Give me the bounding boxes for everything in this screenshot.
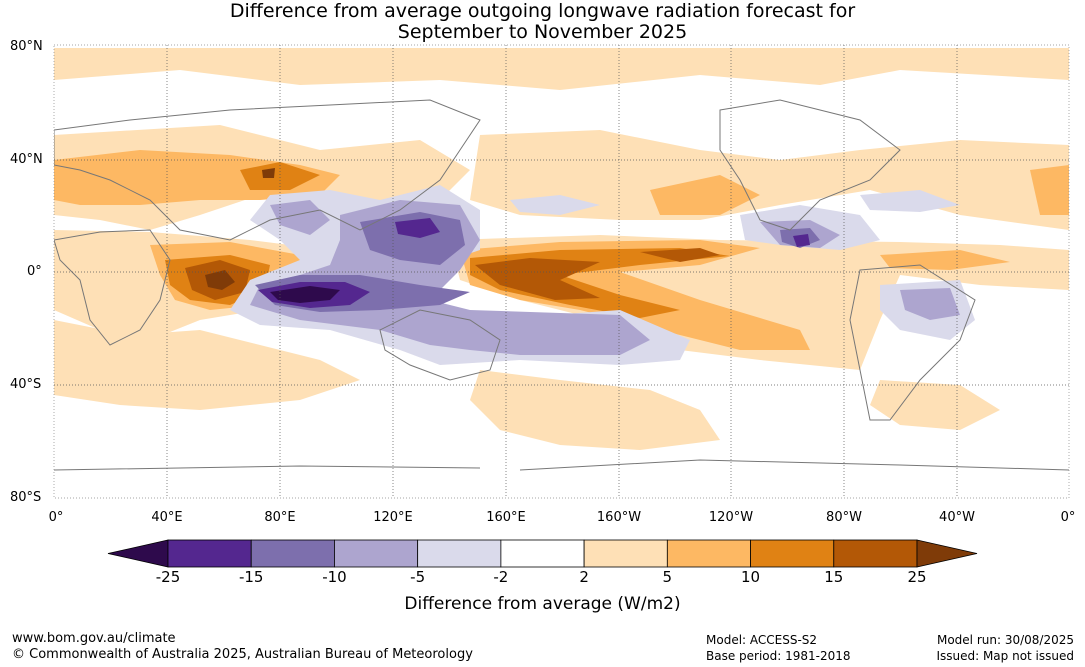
map-title-line2: September to November 2025 [397, 21, 688, 43]
coastlines [54, 99, 1069, 471]
colorbar-tick-label: 15 [824, 568, 844, 586]
colorbar-tick-label: 10 [741, 568, 761, 586]
colorbar-tick-label: -25 [155, 568, 181, 586]
footer-base-period: Base period: 1981-2018 [706, 649, 851, 663]
lat-label-80n: 80°N [10, 39, 43, 54]
colorbar-segment [833, 539, 918, 568]
graticule [54, 45, 1069, 498]
lon-label-160e: 160°E [486, 510, 526, 525]
colorbar-segment [250, 539, 335, 568]
colorbar-arrow-left [107, 539, 169, 568]
colorbar-segment [167, 539, 252, 568]
lon-label-120e: 120°E [373, 510, 413, 525]
footer-model: Model: ACCESS-S2 [706, 633, 818, 647]
lon-label-0-left: 0° [48, 510, 64, 525]
colorbar-segment [417, 539, 502, 568]
lat-label-40s: 40°S [10, 377, 42, 392]
colorbar-tick-label: -2 [493, 568, 509, 586]
lat-label-40n: 40°N [10, 152, 43, 167]
colorbar-tick-label: -10 [322, 568, 347, 586]
lat-label-eq: 0° [27, 264, 42, 279]
map-title-line1: Difference from average outgoing longwav… [229, 0, 856, 22]
lon-label-120w: 120°W [708, 510, 754, 525]
lon-label-80w: 80°W [826, 510, 862, 525]
anomaly-field [54, 45, 1069, 498]
colorbar-segment [334, 539, 419, 568]
footer-model-run: Model run: 30/08/2025 [936, 633, 1074, 647]
colorbar-tick-label: -5 [410, 568, 426, 586]
lon-label-40w: 40°W [939, 510, 975, 525]
colorbar-segment [500, 539, 585, 568]
footer-copyright: © Commonwealth of Australia 2025, Austra… [12, 647, 473, 662]
colorbar-segment [750, 539, 835, 568]
lon-label-0-right: 0° [1060, 510, 1076, 525]
lon-label-40e: 40°E [151, 510, 183, 525]
colorbar-tick-label: 25 [907, 568, 927, 586]
colorbar-title: Difference from average (W/m2) [404, 594, 681, 614]
colorbar-tick-label: -15 [238, 568, 264, 586]
colorbar-tick-label: 5 [662, 568, 673, 586]
footer-url[interactable]: www.bom.gov.au/climate [12, 631, 176, 646]
footer-issued: Issued: Map not issued [936, 649, 1074, 663]
colorbar-segment [583, 539, 668, 568]
lat-label-80s: 80°S [10, 490, 42, 505]
lon-label-80e: 80°E [264, 510, 296, 525]
colorbar [107, 539, 978, 568]
colorbar-segment [666, 539, 751, 568]
lon-label-160w: 160°W [596, 510, 642, 525]
colorbar-tick-label: 2 [579, 568, 589, 586]
colorbar-arrow-right [916, 539, 978, 568]
